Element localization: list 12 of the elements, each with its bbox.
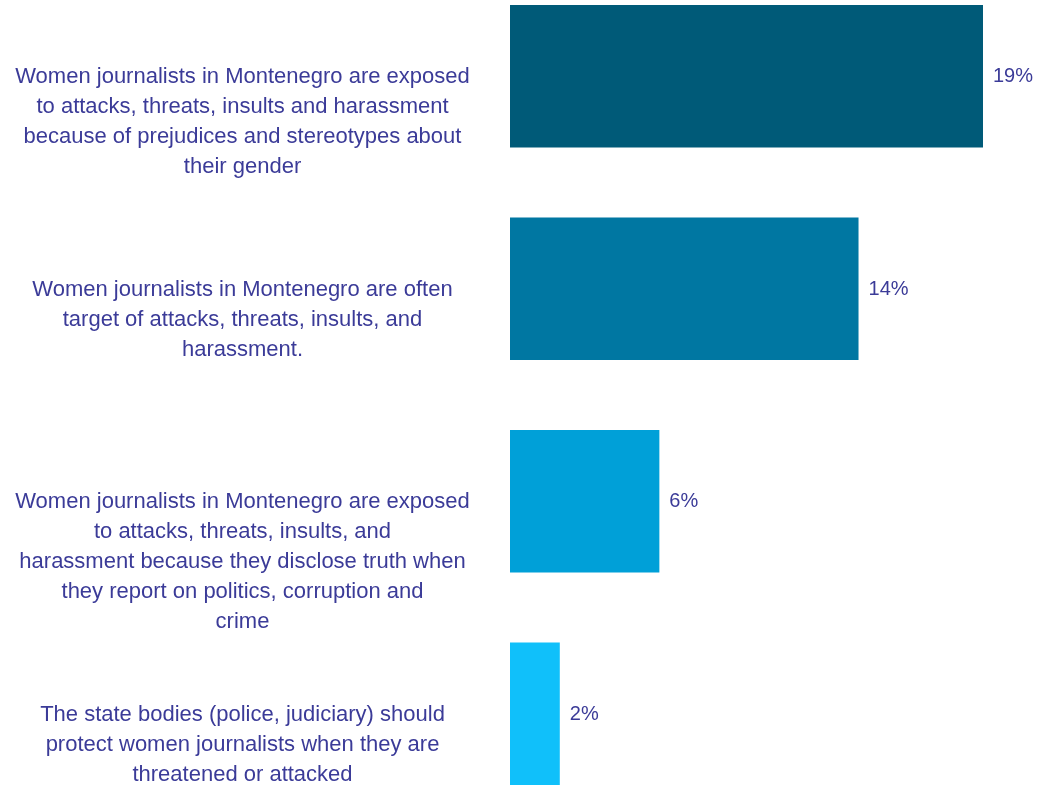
bar xyxy=(510,642,560,785)
bar xyxy=(510,5,983,148)
y-tick-label: The state bodies (police, judiciary) should protect women journalists when they are threatened or attacked xyxy=(40,700,445,786)
data-label: 2% xyxy=(569,701,599,724)
y-tick-label: Women journalists in Montenegro are often target of attacks, threats, insults, and harassment. xyxy=(32,275,453,361)
y-tick-label: Women journalists in Montenegro are exposed to attacks, threats, insults, and harassment because they disclose truth when they report on politics, corruption and crime xyxy=(15,488,470,634)
data-label: 6% xyxy=(669,489,699,512)
y-tick-label: Women journalists in Montenegro are exposed to attacks, threats, insults and harassment because of prejudices and stereotypes about their gender xyxy=(15,63,470,179)
data-label: 19% xyxy=(993,64,1034,87)
bar xyxy=(510,430,660,573)
data-label: 14% xyxy=(868,276,909,299)
bar xyxy=(510,217,859,360)
